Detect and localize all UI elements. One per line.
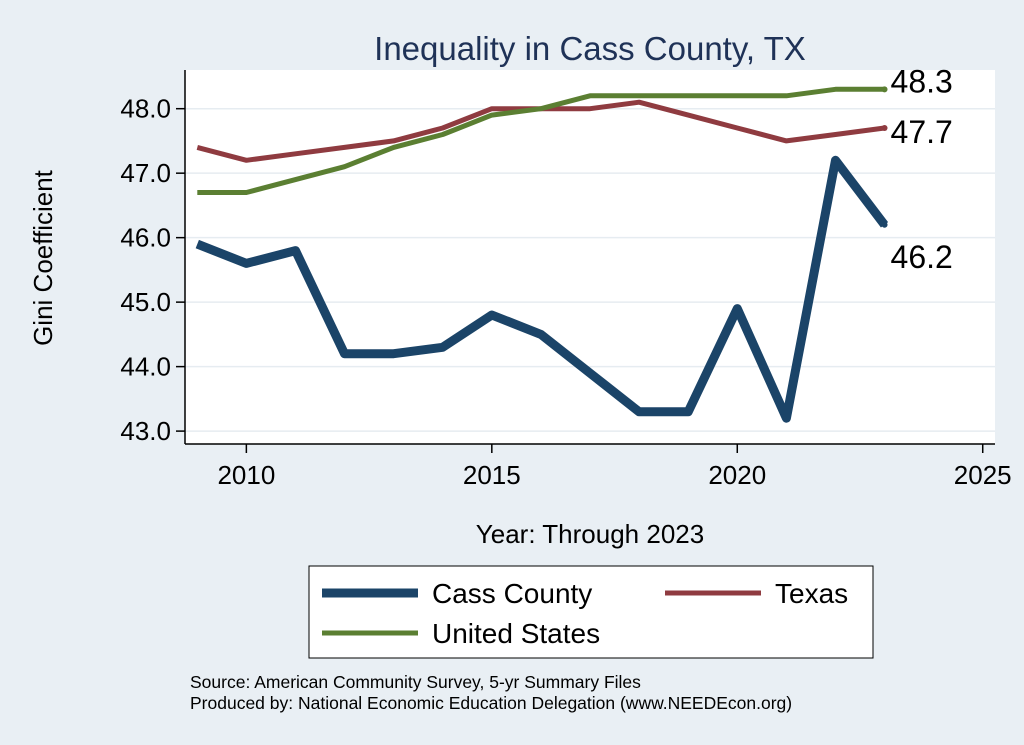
x-tick-label-3: 2025 [954, 460, 1012, 490]
end-labels: 46.2 47.7 48.3 [881, 63, 953, 275]
y-tick-label-2: 45.0 [120, 287, 171, 317]
source-line-1: Source: American Community Survey, 5-yr … [190, 672, 641, 692]
end-point-cass-county [881, 221, 888, 228]
x-tick-label-1: 2015 [463, 460, 521, 490]
source-line-2: Produced by: National Economic Education… [190, 693, 792, 713]
legend-label-cass-county: Cass County [432, 578, 592, 609]
end-point-texas [881, 125, 888, 132]
x-tick-label-2: 2020 [708, 460, 766, 490]
end-label-cass-county: 46.2 [891, 239, 953, 275]
y-tick-label-4: 47.0 [120, 158, 171, 188]
x-ticks: 2010 2015 2020 2025 [217, 444, 1012, 490]
legend-label-texas: Texas [775, 578, 848, 609]
y-tick-label-1: 44.0 [120, 352, 171, 382]
series-line-cass-county [195, 155, 889, 423]
plot-area [185, 70, 995, 444]
series-line-united-states [197, 86, 885, 195]
y-tick-label-0: 43.0 [120, 416, 171, 446]
y-tick-label-5: 48.0 [120, 94, 171, 124]
x-axis-label: Year: Through 2023 [476, 519, 704, 549]
x-tick-label-0: 2010 [217, 460, 275, 490]
chart-title: Inequality in Cass County, TX [374, 30, 806, 67]
legend-box [308, 565, 874, 659]
end-label-texas: 47.7 [891, 114, 953, 150]
y-ticks: 43.0 44.0 45.0 46.0 47.0 48.0 [120, 94, 185, 446]
end-point-united-states [881, 86, 888, 93]
y-tick-label-3: 46.0 [120, 223, 171, 253]
legend-label-united-states: United States [432, 618, 600, 649]
legend: Cass County Texas United States [308, 565, 874, 659]
y-axis-label: Gini Coefficient [28, 169, 58, 346]
end-label-united-states: 48.3 [891, 63, 953, 99]
series-lines [195, 86, 889, 423]
